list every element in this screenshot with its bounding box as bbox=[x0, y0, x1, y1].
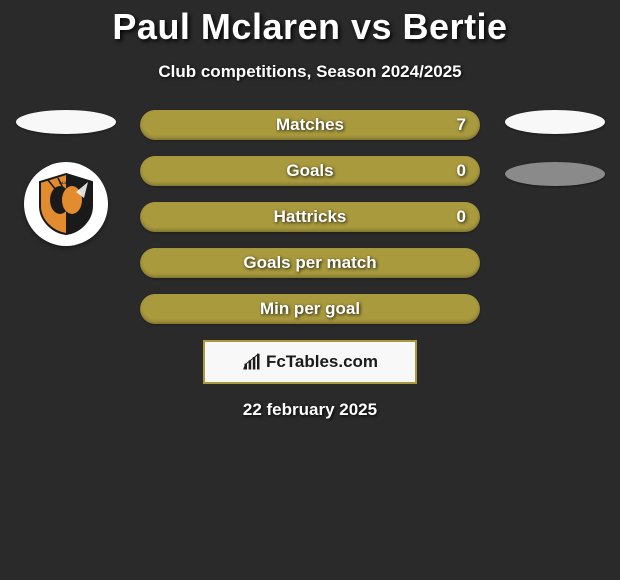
comparison-content: ALLOA Matches 7 Goals 0 Hattricks 0 Goal… bbox=[0, 110, 620, 420]
stat-value-right: 0 bbox=[457, 207, 466, 227]
bar-chart-icon bbox=[242, 352, 262, 372]
club-crest-left: ALLOA bbox=[24, 162, 108, 246]
fctables-logo: FcTables.com bbox=[203, 340, 417, 384]
stat-row-goals-per-match: Goals per match bbox=[140, 248, 480, 278]
stat-value-right: 0 bbox=[457, 161, 466, 181]
stat-row-hattricks: Hattricks 0 bbox=[140, 202, 480, 232]
stat-row-goals: Goals 0 bbox=[140, 156, 480, 186]
stat-label: Matches bbox=[276, 115, 344, 135]
stat-label: Hattricks bbox=[274, 207, 347, 227]
player-left-column: ALLOA bbox=[8, 110, 123, 246]
right-placeholder-ellipse-2 bbox=[505, 162, 605, 186]
fctables-text: FcTables.com bbox=[266, 352, 378, 372]
stat-value-right: 7 bbox=[457, 115, 466, 135]
subtitle: Club competitions, Season 2024/2025 bbox=[0, 62, 620, 82]
right-placeholder-ellipse-1 bbox=[505, 110, 605, 134]
stat-label: Goals per match bbox=[243, 253, 376, 273]
page-title: Paul Mclaren vs Bertie bbox=[0, 0, 620, 48]
left-placeholder-ellipse bbox=[16, 110, 116, 134]
player-right-column bbox=[497, 110, 612, 214]
stats-list: Matches 7 Goals 0 Hattricks 0 Goals per … bbox=[140, 110, 480, 324]
svg-text:ALLOA: ALLOA bbox=[59, 180, 73, 185]
stat-row-min-per-goal: Min per goal bbox=[140, 294, 480, 324]
stat-label: Min per goal bbox=[260, 299, 360, 319]
alloa-crest-icon: ALLOA bbox=[34, 172, 98, 236]
stat-row-matches: Matches 7 bbox=[140, 110, 480, 140]
stat-label: Goals bbox=[286, 161, 333, 181]
date-label: 22 february 2025 bbox=[0, 400, 620, 420]
